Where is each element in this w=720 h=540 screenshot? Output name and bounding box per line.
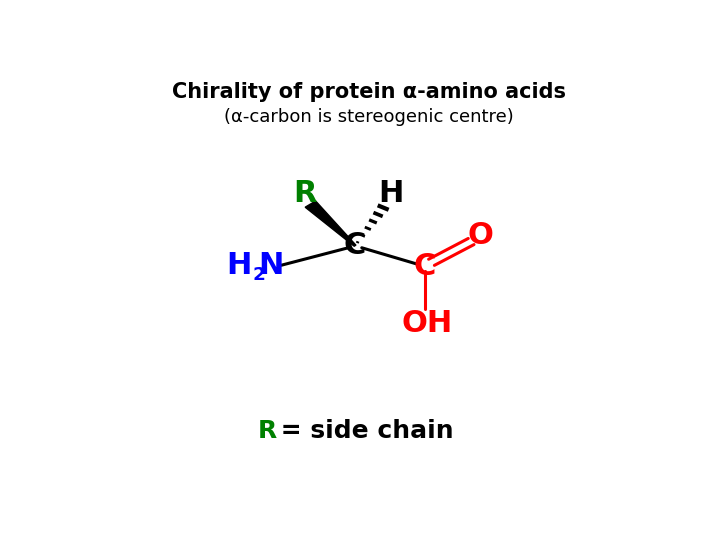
Text: H: H <box>379 179 404 208</box>
Text: H: H <box>227 251 252 280</box>
Text: Chirality of protein α-amino acids: Chirality of protein α-amino acids <box>172 82 566 102</box>
Text: R: R <box>258 418 276 443</box>
Text: O: O <box>468 221 493 250</box>
Text: = side chain: = side chain <box>272 418 454 443</box>
Text: C: C <box>413 252 436 281</box>
Polygon shape <box>305 201 356 246</box>
Text: (α-carbon is stereogenic centre): (α-carbon is stereogenic centre) <box>224 108 514 126</box>
Text: N: N <box>258 251 284 280</box>
Text: C: C <box>344 231 366 260</box>
Text: R: R <box>293 179 317 208</box>
Text: OH: OH <box>402 309 453 339</box>
Text: 2: 2 <box>252 266 265 284</box>
